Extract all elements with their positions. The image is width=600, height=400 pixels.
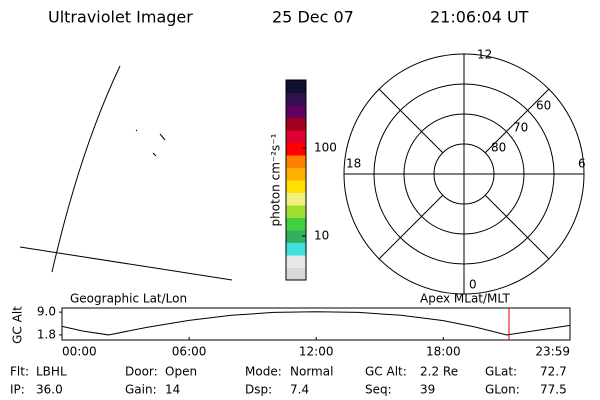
colorbar-band (286, 255, 306, 268)
colorbar-band (286, 92, 306, 106)
status-label: Flt: (10, 365, 29, 379)
colorbar-band (286, 267, 306, 281)
alt-title-left: Geographic Lat/Lon (70, 292, 187, 306)
colorbar-tick-label: 10 (314, 228, 329, 242)
x-tick-label: 18:00 (426, 345, 461, 359)
colorbar-band (286, 105, 306, 118)
colorbar-band (286, 130, 306, 143)
colorbar-band (286, 192, 306, 206)
status-value: Normal (290, 365, 333, 379)
y-tick-label: 1.8 (37, 327, 56, 341)
time: 21:06:04 UT (430, 8, 529, 27)
lat-label: 80 (491, 141, 506, 155)
status-value: 77.5 (540, 383, 567, 397)
colorbar-band (286, 155, 306, 168)
status-label: Seq: (365, 383, 392, 397)
status-value: 2.2 Re (420, 365, 458, 379)
status-value: Open (165, 365, 197, 379)
status-label: Gain: (125, 383, 157, 397)
mlt-label: 18 (346, 157, 361, 171)
status-value: 7.4 (290, 383, 309, 397)
x-tick-label: 06:00 (172, 345, 207, 359)
instrument: Ultraviolet Imager (48, 8, 193, 27)
mlt-label: 6 (578, 157, 586, 171)
x-tick-label: 23:59 (535, 345, 570, 359)
status-value: 14 (165, 383, 180, 397)
colorbar-tick-label: 100 (314, 141, 337, 155)
status-value: 39 (420, 383, 435, 397)
colorbar-frame (285, 79, 307, 281)
x-tick-label: 00:00 (62, 345, 97, 359)
y-tick-label: 9.0 (37, 305, 56, 319)
status-label: GLat: (485, 365, 517, 379)
image-panel (19, 65, 233, 281)
colorbar-band (286, 117, 306, 131)
mlt-label: 12 (477, 48, 492, 62)
status-label: Door: (125, 365, 158, 379)
colorbar-band (286, 80, 306, 93)
status-label: IP: (10, 383, 25, 397)
status-label: Mode: (245, 365, 282, 379)
colorbar-band (286, 167, 306, 181)
colorbar-band (286, 180, 306, 193)
colorbar-band (286, 142, 306, 156)
status-value: 72.7 (540, 365, 567, 379)
colorbar-band (286, 242, 306, 256)
x-tick-label: 12:00 (299, 345, 334, 359)
status-label: GLon: (485, 383, 520, 397)
status-value: 36.0 (36, 383, 63, 397)
alt-title-right: Apex MLat/MLT (420, 292, 510, 306)
status-label: Dsp: (245, 383, 272, 397)
alt-frame (61, 307, 571, 341)
colorbar-band (286, 205, 306, 218)
alt-ylabel: GC Alt (11, 306, 25, 344)
status-value: LBHL (36, 365, 67, 379)
altitude-line (61, 311, 571, 336)
mlt-label: 0 (469, 278, 477, 292)
colorbar-band (286, 230, 306, 243)
polar-grid (343, 53, 585, 295)
colorbar-label: photon cm⁻²s⁻¹ (269, 133, 283, 226)
lat-label: 70 (513, 121, 528, 135)
colorbar-band (286, 217, 306, 231)
lat-label: 60 (536, 99, 551, 113)
date: 25 Dec 07 (272, 8, 354, 27)
status-label: GC Alt: (365, 365, 407, 379)
